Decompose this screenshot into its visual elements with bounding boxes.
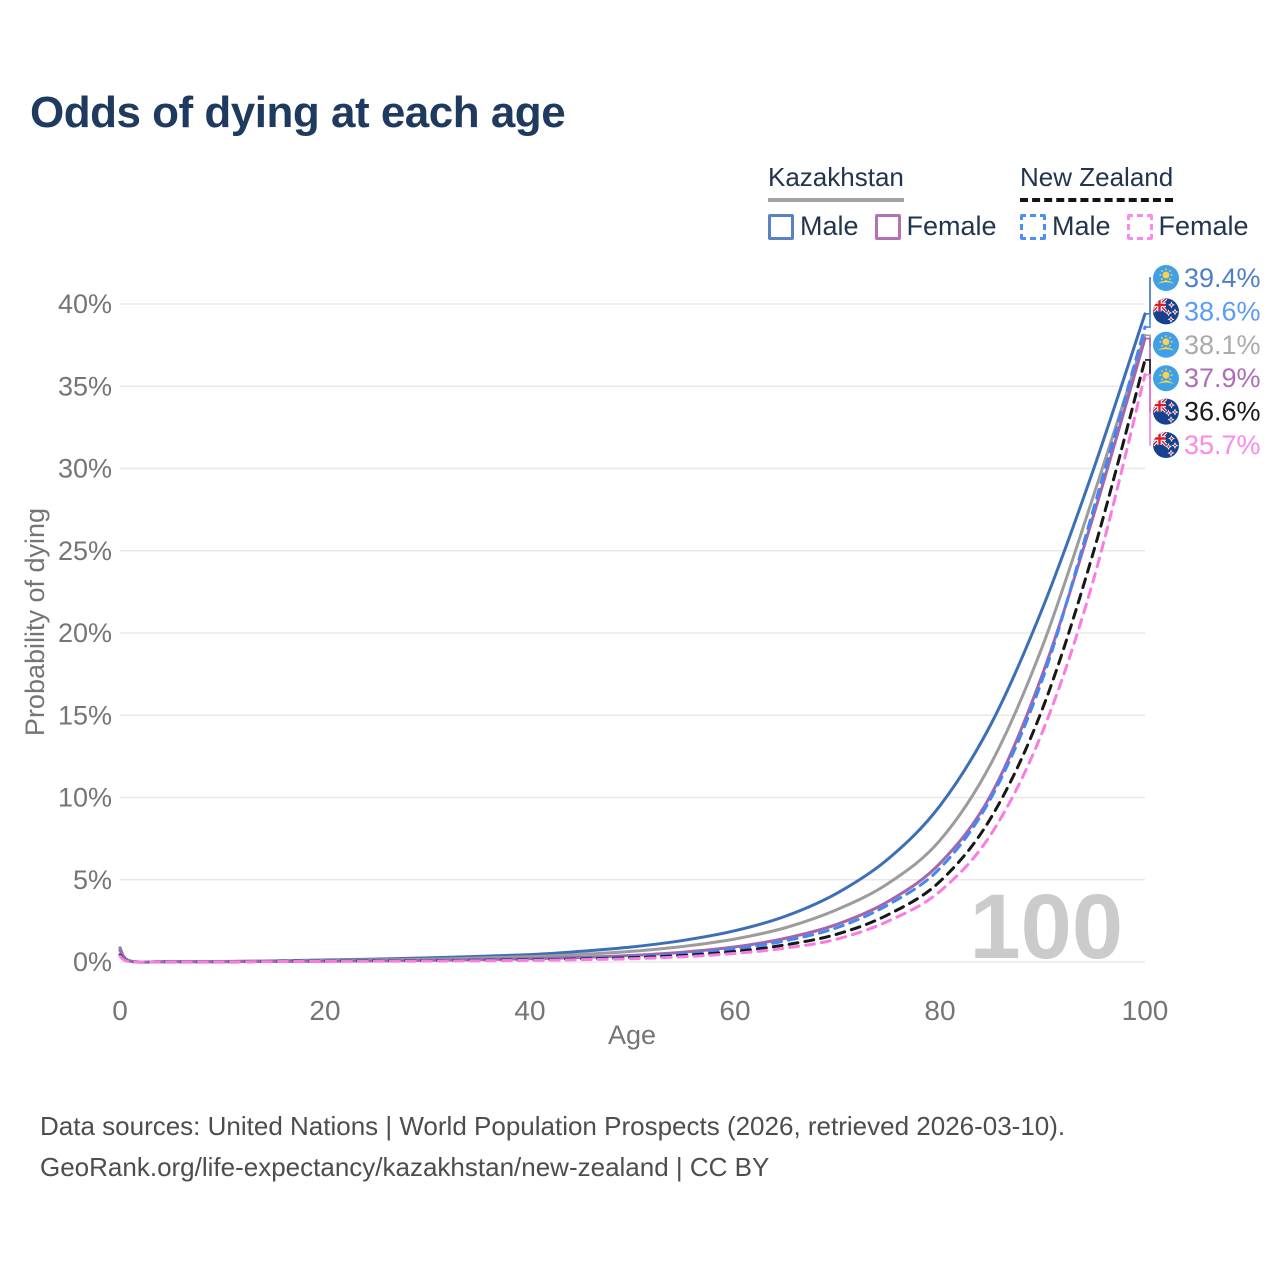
footer-source-line: Data sources: United Nations | World Pop… — [40, 1111, 1066, 1141]
y-tick-label: 20% — [58, 618, 112, 648]
x-tick-label: 20 — [309, 995, 340, 1026]
end-labels: 39.4% 38.1%37.9% 38.6% 36.6%35.7% — [1145, 263, 1261, 460]
end-label-value-new-zealand-both-sexes: 36.6% — [1184, 397, 1261, 427]
series-lines — [118, 312, 1147, 964]
new-zealand-flag-icon — [1153, 432, 1179, 458]
page-title: Odds of dying at each age — [30, 88, 566, 137]
legend-swatch — [874, 213, 901, 240]
y-tick-label: 25% — [58, 536, 112, 566]
y-tick-label: 0% — [73, 947, 112, 977]
new-zealand-flag-icon — [1153, 398, 1179, 425]
footer: Data sources: United Nations | World Pop… — [40, 1106, 1065, 1188]
legend-swatch — [768, 213, 794, 240]
legend-item-label: Female — [906, 211, 997, 241]
x-tick-label: 60 — [719, 995, 750, 1026]
end-label-connector — [1145, 373, 1151, 446]
new-zealand-flag-icon — [1153, 298, 1179, 325]
legend-swatch — [1126, 213, 1153, 240]
legend-item-new-zealand-female[interactable]: Female — [1126, 211, 1249, 242]
series-line-kazakhstan-female[interactable] — [118, 337, 1147, 964]
legend-group-new-zealand: New Zealand Male Female — [1020, 162, 1249, 242]
y-axis-title: Probability of dying — [20, 508, 50, 736]
legend-group-title: New Zealand — [1020, 162, 1174, 202]
legend-swatch — [1020, 213, 1046, 240]
kazakhstan-flag-icon — [1153, 365, 1179, 392]
legend-item-kazakhstan-male[interactable]: Male — [768, 211, 859, 242]
series-line-new-zealand-both-sexes[interactable] — [118, 358, 1147, 964]
legend-item-new-zealand-male[interactable]: Male — [1020, 211, 1111, 242]
end-label-value-kazakhstan-female: 37.9% — [1184, 363, 1261, 393]
y-tick-label: 40% — [58, 289, 112, 319]
axis-ticks: 0% 5% 10% 15% 20% 25% 30% 35% 40% 0 20 40 60 80 100 — [58, 289, 1168, 1026]
chart-legend: Kazakhstan Male Female New Zealand Male Femal… — [0, 0, 1280, 250]
end-label-value-new-zealand-female: 35.7% — [1184, 430, 1261, 460]
series-line-new-zealand-male[interactable] — [118, 325, 1147, 964]
x-tick-label: 40 — [514, 995, 545, 1026]
y-tick-label: 15% — [58, 700, 112, 730]
kazakhstan-flag-icon — [1153, 265, 1179, 291]
legend-group-title: Kazakhstan — [768, 162, 904, 202]
end-label-connector — [1145, 277, 1151, 315]
y-tick-label: 10% — [58, 783, 112, 813]
y-tick-label: 30% — [58, 454, 112, 484]
legend-group-kazakhstan: Kazakhstan Male Female — [768, 162, 997, 242]
end-label-value-kazakhstan-both-sexes: 38.1% — [1184, 330, 1261, 360]
series-line-kazakhstan-both-sexes[interactable] — [118, 333, 1147, 964]
footer-url-line: GeoRank.org/life-expectancy/kazakhstan/n… — [40, 1152, 770, 1182]
end-label-value-kazakhstan-male: 39.4% — [1184, 263, 1261, 293]
end-label-connector — [1145, 310, 1151, 328]
legend-item-label: Male — [800, 211, 859, 241]
x-tick-label: 0 — [112, 995, 128, 1026]
series-line-kazakhstan-male[interactable] — [118, 312, 1147, 964]
age-watermark: 100 — [970, 876, 1124, 978]
y-tick-label: 5% — [73, 865, 112, 895]
gridlines — [120, 303, 1145, 963]
legend-item-label: Female — [1158, 211, 1249, 241]
y-tick-label: 35% — [58, 371, 112, 401]
x-tick-label: 100 — [1122, 995, 1169, 1026]
kazakhstan-flag-icon — [1153, 331, 1179, 358]
x-axis-title: Age — [608, 1020, 656, 1050]
legend-item-kazakhstan-female[interactable]: Female — [874, 211, 997, 242]
x-tick-label: 80 — [924, 995, 955, 1026]
end-label-value-new-zealand-male: 38.6% — [1184, 296, 1261, 326]
legend-item-label: Male — [1052, 211, 1111, 241]
series-line-new-zealand-female[interactable] — [118, 373, 1147, 964]
